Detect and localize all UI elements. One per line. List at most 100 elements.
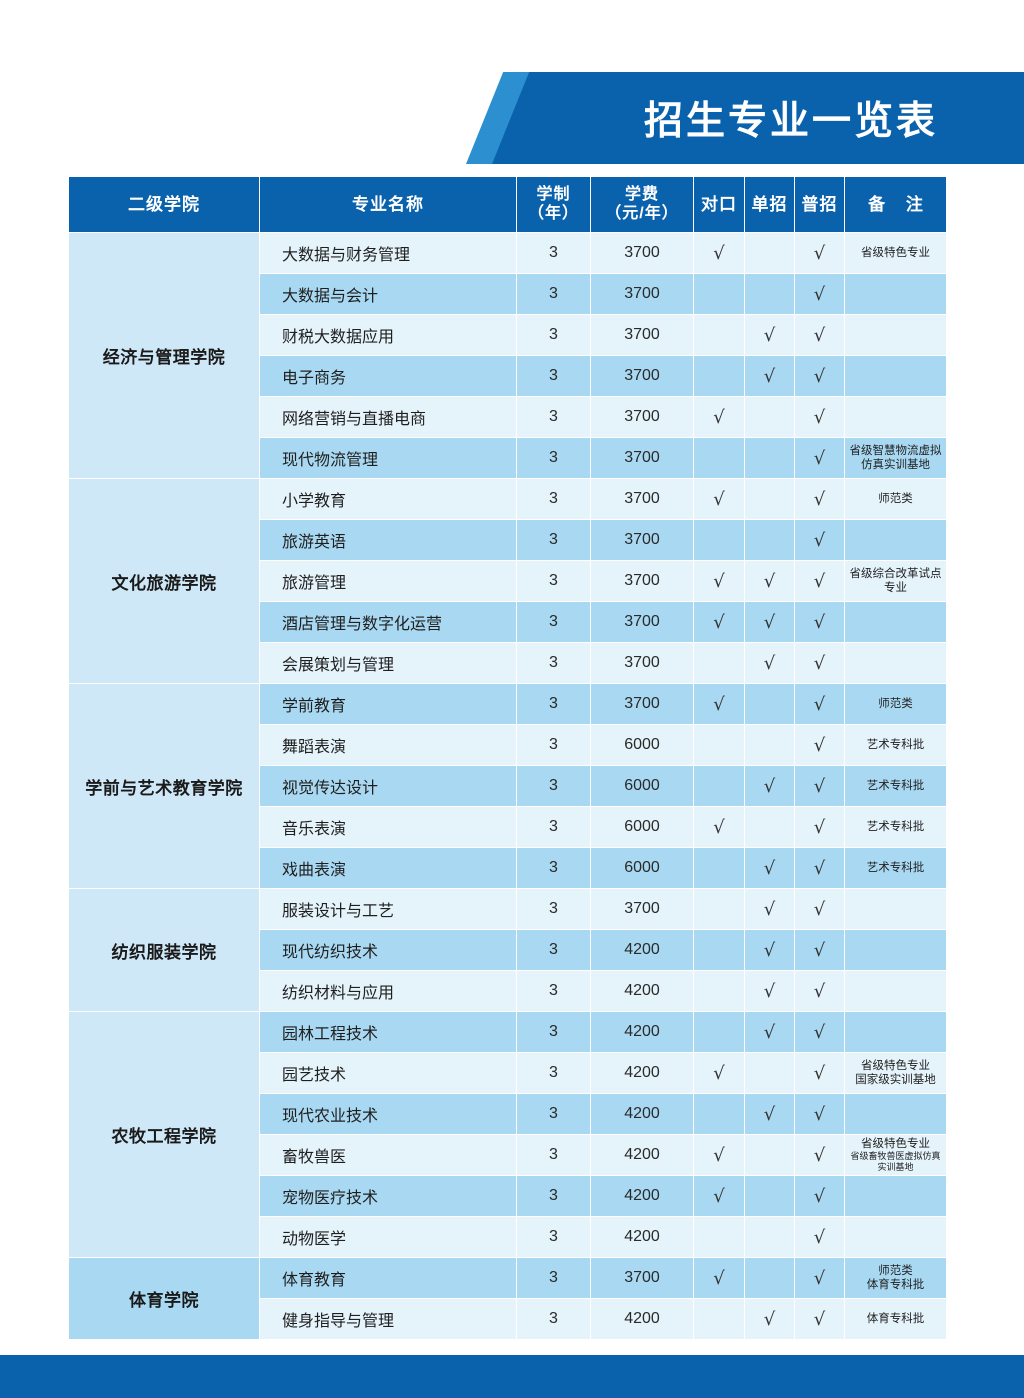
note-cell [844, 929, 947, 971]
note-cell: 艺术专科批 [844, 724, 947, 766]
danzhao-cell [744, 273, 795, 315]
note-cell [844, 1011, 947, 1053]
note-cell: 省级特色专业 省级畜牧兽医虚拟仿真实训基地 [844, 1134, 947, 1176]
note-line: 师范类 [878, 1264, 913, 1277]
years-cell: 3 [516, 1093, 591, 1135]
note-line: 省级智慧物流虚拟 [849, 444, 942, 457]
fee-cell: 3700 [590, 888, 694, 930]
years-cell: 3 [516, 1216, 591, 1258]
danzhao-cell [744, 724, 795, 766]
note-cell: 师范类 体育专科批 [844, 1257, 947, 1299]
admissions-majors-table: 二级学院 专业名称 学制 （年） 学费 （元/年） 对口 单招 普招 备 注 [68, 176, 947, 1340]
puzhao-cell: √ [794, 396, 845, 438]
puzhao-cell: √ [794, 355, 845, 397]
major-name-cell: 现代农业技术 [259, 1093, 517, 1135]
puzhao-cell: √ [794, 1052, 845, 1094]
danzhao-cell [744, 683, 795, 725]
note-cell [844, 314, 947, 356]
puzhao-cell: √ [794, 273, 845, 315]
note-line: 省级特色专业 [861, 1059, 930, 1072]
major-name-cell: 服装设计与工艺 [259, 888, 517, 930]
puzhao-cell: √ [794, 1011, 845, 1053]
fee-cell: 3700 [590, 642, 694, 684]
fee-cell: 4200 [590, 1298, 694, 1340]
major-name-cell: 动物医学 [259, 1216, 517, 1258]
puzhao-cell: √ [794, 560, 845, 602]
danzhao-cell: √ [744, 642, 795, 684]
danzhao-cell [744, 806, 795, 848]
puzhao-cell: √ [794, 683, 845, 725]
header-major: 专业名称 [259, 176, 517, 233]
years-cell: 3 [516, 273, 591, 315]
table-row: 宠物医疗技术 3 4200 √ √ [69, 1175, 947, 1217]
duikou-cell [693, 642, 745, 684]
years-cell: 3 [516, 970, 591, 1012]
major-name-cell: 舞蹈表演 [259, 724, 517, 766]
years-cell: 3 [516, 437, 591, 479]
major-name-cell: 现代物流管理 [259, 437, 517, 479]
years-cell: 3 [516, 1052, 591, 1094]
duikou-cell [693, 765, 745, 807]
duikou-cell [693, 847, 745, 889]
table-row: 农牧工程学院 园林工程技术 3 4200 √ √ [68, 1011, 947, 1258]
danzhao-cell: √ [744, 1093, 795, 1135]
major-name-cell: 网络营销与直播电商 [259, 396, 517, 438]
table-row: 现代农业技术 3 4200 √ √ [69, 1093, 947, 1135]
puzhao-cell: √ [794, 232, 845, 274]
years-cell: 3 [516, 478, 591, 520]
puzhao-cell: √ [794, 601, 845, 643]
table-row: 学前与艺术教育学院 学前教育 3 3700 √ √ 师范类 [68, 683, 947, 889]
danzhao-cell: √ [744, 970, 795, 1012]
note-cell [844, 273, 947, 315]
puzhao-cell: √ [794, 314, 845, 356]
college-cell: 纺织服装学院 [68, 888, 260, 1012]
years-cell: 3 [516, 1011, 591, 1053]
years-cell: 3 [516, 560, 591, 602]
years-cell: 3 [516, 724, 591, 766]
years-cell: 3 [516, 1298, 591, 1340]
table-header-row: 二级学院 专业名称 学制 （年） 学费 （元/年） 对口 单招 普招 备 注 [68, 176, 947, 233]
table-row: 畜牧兽医 3 4200 √ √ 省级特色专业 省级畜牧兽医虚拟仿真实训基地 [69, 1134, 947, 1176]
years-cell: 3 [516, 765, 591, 807]
fee-cell: 4200 [590, 1216, 694, 1258]
years-cell: 3 [516, 1257, 591, 1299]
table-row: 经济与管理学院 大数据与财务管理 3 3700 √ √ 省级特色专业 [68, 232, 947, 479]
title-banner: 招生专业一览表 [0, 72, 1024, 164]
page-title: 招生专业一览表 [643, 100, 938, 143]
major-name-cell: 现代纺织技术 [259, 929, 517, 971]
danzhao-cell: √ [744, 314, 795, 356]
header-danzhao: 单招 [744, 176, 795, 233]
danzhao-cell [744, 1257, 795, 1299]
note-cell: 省级智慧物流虚拟 仿真实训基地 [844, 437, 947, 479]
duikou-cell [693, 437, 745, 479]
note-cell [844, 601, 947, 643]
duikou-cell [693, 1011, 745, 1053]
header-years: 学制 （年） [516, 176, 591, 233]
years-cell: 3 [516, 888, 591, 930]
years-cell: 3 [516, 683, 591, 725]
note-line: 艺术专科批 [866, 861, 925, 874]
fee-cell: 3700 [590, 560, 694, 602]
duikou-cell [693, 1298, 745, 1340]
major-name-cell: 旅游管理 [259, 560, 517, 602]
fee-cell: 6000 [590, 765, 694, 807]
danzhao-cell: √ [744, 847, 795, 889]
fee-cell: 4200 [590, 1175, 694, 1217]
duikou-cell [693, 273, 745, 315]
note-cell: 师范类 [844, 683, 947, 725]
note-cell [844, 642, 947, 684]
table-row: 音乐表演 3 6000 √ √ 艺术专科批 [69, 806, 947, 848]
major-name-cell: 戏曲表演 [259, 847, 517, 889]
header-fee: 学费 （元/年） [590, 176, 694, 233]
duikou-cell: √ [693, 1175, 745, 1217]
table-row: 酒店管理与数字化运营 3 3700 √ √ √ [69, 601, 947, 643]
puzhao-cell: √ [794, 847, 845, 889]
note-cell [844, 1175, 947, 1217]
table-row: 纺织服装学院 服装设计与工艺 3 3700 √ √ [68, 888, 947, 1012]
header-note: 备 注 [844, 176, 947, 233]
puzhao-cell: √ [794, 724, 845, 766]
years-cell: 3 [516, 232, 591, 274]
major-name-cell: 电子商务 [259, 355, 517, 397]
fee-cell: 4200 [590, 1052, 694, 1094]
note-line: 艺术专科批 [866, 820, 925, 833]
